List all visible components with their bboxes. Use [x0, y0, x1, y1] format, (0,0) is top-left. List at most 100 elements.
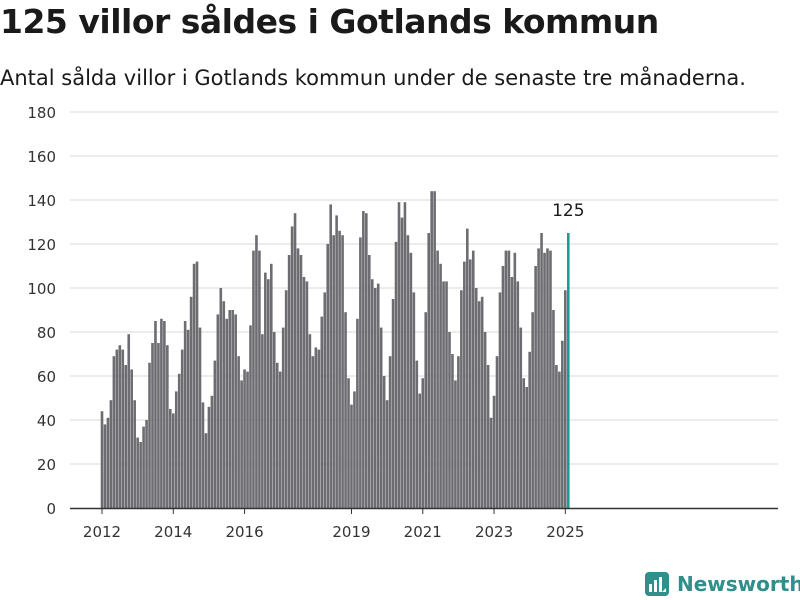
bar	[403, 202, 407, 508]
y-tick-label: 20	[37, 456, 56, 474]
y-tick-label: 120	[27, 236, 56, 254]
y-tick-label: 140	[27, 192, 56, 210]
bar	[555, 365, 558, 508]
bar	[222, 301, 226, 508]
bar	[388, 356, 392, 508]
bar	[418, 393, 422, 508]
bar	[451, 354, 454, 508]
bar	[192, 263, 196, 508]
bar	[344, 312, 347, 508]
bar	[483, 332, 487, 508]
bar	[299, 255, 303, 508]
bar	[317, 349, 321, 508]
bar	[350, 404, 353, 508]
latest-value-label: 125	[552, 201, 584, 221]
bar	[124, 365, 128, 508]
bar	[338, 230, 341, 509]
bar	[335, 215, 338, 508]
bar	[186, 329, 190, 508]
bar	[311, 356, 315, 508]
bar	[510, 277, 514, 508]
bar	[320, 316, 324, 508]
bar	[442, 281, 445, 508]
bar	[540, 233, 543, 508]
bar	[278, 371, 282, 508]
bar	[477, 301, 481, 508]
bar	[243, 369, 246, 508]
bar	[430, 191, 433, 508]
bar	[457, 356, 460, 508]
bar	[287, 255, 291, 508]
bar	[424, 312, 428, 508]
bar	[189, 296, 193, 508]
bar	[275, 362, 279, 508]
bar	[495, 356, 499, 508]
x-tick-label: 2012	[83, 523, 121, 541]
bar	[177, 373, 181, 508]
bar	[130, 369, 133, 508]
bar	[195, 261, 199, 508]
x-tick-label: 2023	[475, 523, 513, 541]
bar	[448, 332, 451, 508]
bar	[154, 321, 157, 508]
y-tick-label: 40	[37, 412, 56, 430]
bar-latest	[566, 233, 570, 508]
bar	[174, 391, 178, 508]
bar	[269, 263, 273, 508]
bar	[219, 288, 223, 508]
bar	[439, 263, 442, 508]
bar	[507, 250, 511, 508]
bar	[231, 310, 234, 508]
y-axis-labels: 0 20 40 60 80 100 120 140 160 180	[27, 104, 56, 518]
bar	[522, 378, 526, 508]
bar	[412, 292, 416, 508]
x-tick-label: 2016	[225, 523, 263, 541]
brand-name: Newsworthy	[677, 572, 800, 596]
bar	[379, 327, 383, 508]
gridlines	[70, 111, 778, 465]
bar	[255, 235, 258, 508]
bar	[198, 327, 202, 508]
bar	[486, 365, 490, 508]
bar	[546, 248, 549, 508]
bar	[543, 252, 546, 508]
bar	[504, 250, 508, 508]
bar	[272, 332, 276, 508]
bar	[252, 250, 255, 508]
bar	[237, 356, 240, 508]
bar	[525, 387, 529, 508]
bar	[204, 433, 208, 508]
bar	[332, 235, 335, 508]
annotations: 125	[552, 201, 584, 221]
bar	[183, 321, 187, 508]
bar	[400, 217, 404, 508]
bar	[427, 233, 430, 508]
bar	[365, 213, 368, 508]
bar	[394, 241, 398, 509]
bar	[561, 340, 564, 508]
bar	[528, 351, 531, 508]
bar	[356, 318, 359, 508]
bar	[397, 202, 401, 508]
bar	[293, 213, 297, 508]
bar	[421, 378, 425, 508]
bar	[415, 360, 419, 508]
bar	[376, 283, 380, 508]
bar	[142, 426, 145, 508]
bar	[302, 277, 306, 508]
newsworthy-logo-icon	[645, 572, 669, 596]
bar	[326, 244, 330, 508]
bar	[433, 191, 436, 508]
bar	[463, 261, 466, 508]
bar	[157, 343, 160, 508]
bars	[100, 191, 570, 509]
bar	[468, 259, 472, 508]
bar	[213, 360, 217, 508]
bar	[216, 314, 220, 508]
chart-title: 125 villor såldes i Gotlands kommun	[0, 2, 659, 41]
bar	[531, 312, 534, 508]
bar	[151, 343, 154, 508]
y-tick-label: 60	[37, 368, 56, 386]
bar	[436, 250, 439, 508]
